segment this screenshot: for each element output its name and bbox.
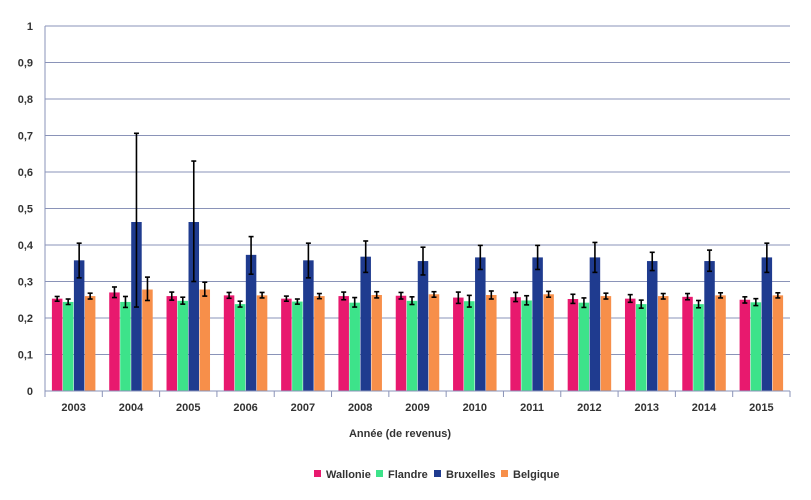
bar (303, 260, 314, 391)
bar (453, 297, 464, 391)
bar (360, 256, 371, 391)
bar (704, 261, 715, 391)
bar (109, 292, 120, 391)
bar (543, 294, 554, 391)
x-tick-label: 2004 (119, 402, 144, 414)
axes (44, 26, 791, 397)
legend: Wallonie Flandre Bruxelles Belgique (314, 469, 559, 481)
bar (567, 299, 579, 391)
bar (256, 295, 268, 391)
bar (646, 261, 658, 391)
bar (624, 298, 636, 391)
bar (635, 304, 647, 391)
legend-label: Wallonie (326, 469, 371, 481)
y-tick-label: 0,7 (18, 131, 33, 143)
bar (245, 254, 257, 391)
bar (199, 289, 211, 391)
bar (395, 295, 407, 391)
y-tick-label: 0 (27, 386, 33, 398)
bar (62, 301, 74, 391)
x-tick-label: 2007 (291, 402, 315, 414)
x-axis-title: Année (de revenus) (349, 428, 451, 440)
bar (120, 301, 131, 391)
bar (84, 296, 96, 391)
bar (715, 295, 726, 391)
bar (475, 257, 486, 391)
y-tick-label: 0,6 (18, 167, 33, 179)
bar (600, 296, 612, 391)
y-tick-label: 0,9 (18, 58, 33, 70)
x-tick-label: 2012 (577, 402, 601, 414)
y-tick-label: 0,4 (18, 240, 34, 252)
bar (292, 301, 303, 391)
y-tick-label: 1 (27, 21, 33, 33)
bar (486, 295, 497, 391)
legend-label: Flandre (388, 469, 428, 481)
bar (314, 296, 325, 391)
bar (142, 289, 153, 391)
x-tick-labels: 2003 2004 2005 2006 2007 2008 2009 2010 2011 2012… (61, 402, 773, 414)
legend-swatch (376, 470, 383, 477)
x-tick-label: 2006 (233, 402, 257, 414)
bar (428, 294, 440, 391)
bar (589, 257, 601, 391)
error-bars (54, 132, 781, 309)
x-tick-label: 2009 (405, 402, 429, 414)
x-tick-label: 2008 (348, 402, 372, 414)
bar (406, 300, 418, 391)
y-tick-label: 0,8 (18, 94, 33, 106)
bar (761, 257, 773, 391)
gridlines (45, 25, 790, 355)
bar (682, 296, 693, 391)
bar (521, 300, 532, 391)
bar (750, 302, 762, 391)
bar (349, 302, 360, 391)
bar (578, 302, 590, 391)
x-tick-label: 2014 (692, 402, 717, 414)
bar (338, 296, 349, 391)
x-tick-label: 2010 (463, 402, 487, 414)
legend-label: Belgique (513, 469, 559, 481)
y-tick-labels: 0 0,1 0,2 0,3 0,4 0,5 0,6 0,7 0,8 0,9 1 (18, 21, 34, 398)
y-tick-label: 0,5 (18, 204, 33, 216)
bar (188, 222, 200, 391)
x-tick-label: 2003 (61, 402, 85, 414)
y-tick-label: 0,3 (18, 277, 33, 289)
bar (417, 261, 429, 391)
bar (532, 257, 543, 391)
bar (51, 298, 63, 391)
bar (177, 300, 189, 391)
legend-label: Bruxelles (446, 469, 496, 481)
bar (371, 295, 382, 391)
bar (281, 298, 292, 391)
y-tick-label: 0,1 (18, 350, 33, 362)
bar (234, 304, 246, 391)
bar (693, 304, 704, 391)
legend-swatch (501, 470, 508, 477)
bar (464, 301, 475, 391)
x-tick-label: 2013 (634, 402, 658, 414)
bar (772, 295, 784, 391)
bar (73, 260, 85, 391)
bar (223, 295, 235, 391)
bar (657, 296, 669, 391)
legend-swatch (314, 470, 321, 477)
bars (51, 222, 784, 391)
bar (510, 297, 521, 391)
bar (166, 296, 178, 391)
x-tick-label: 2005 (176, 402, 200, 414)
x-tick-label: 2015 (749, 402, 773, 414)
bar (739, 299, 751, 391)
y-tick-label: 0,2 (18, 313, 33, 325)
x-tick-label: 2011 (520, 402, 544, 414)
legend-swatch (434, 470, 441, 477)
